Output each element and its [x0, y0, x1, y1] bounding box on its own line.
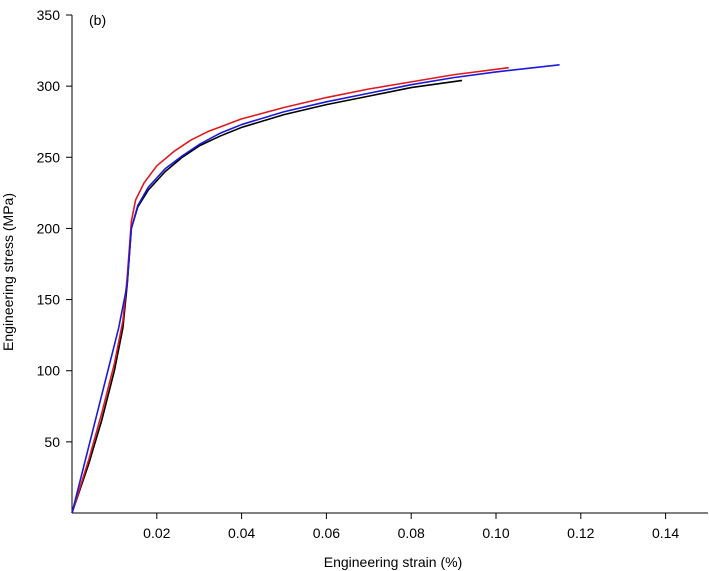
x-tick-label: 0.14 — [652, 525, 679, 541]
x-tick-label: 0.10 — [482, 525, 509, 541]
y-tick-label: 150 — [37, 292, 61, 308]
y-tick-label: 350 — [37, 7, 61, 23]
x-tick-label: 0.02 — [143, 525, 170, 541]
y-tick-label: 100 — [37, 363, 61, 379]
series-group — [71, 64, 560, 514]
series-line-2 — [71, 66, 509, 514]
x-tick-label: 0.08 — [398, 525, 425, 541]
panel-label: (b) — [89, 12, 106, 28]
y-tick-label: 50 — [44, 434, 60, 450]
y-ticks: 50 100 150 200 250 300 350 — [37, 7, 72, 450]
y-tick-label: 250 — [37, 149, 61, 165]
x-tick-label: 0.12 — [567, 525, 594, 541]
x-ticks: 0.02 0.04 0.06 0.08 0.10 0.12 0.14 — [143, 513, 679, 541]
y-axis-title: Engineering stress (MPa) — [0, 193, 16, 351]
x-axis-title: Engineering strain (%) — [324, 554, 463, 570]
y-tick-label: 300 — [37, 78, 61, 94]
x-tick-label: 0.04 — [228, 525, 255, 541]
y-tick-label: 200 — [37, 220, 61, 236]
plot-frame — [71, 15, 708, 514]
series-line-3 — [71, 64, 560, 514]
x-tick-label: 0.06 — [313, 525, 340, 541]
series-line-1 — [71, 79, 463, 514]
